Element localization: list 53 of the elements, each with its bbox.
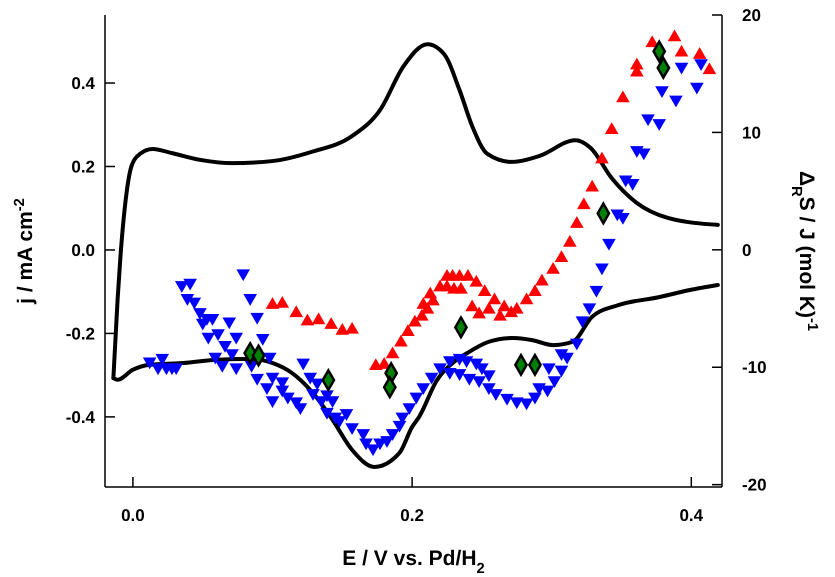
point (423, 286, 438, 298)
point (482, 302, 496, 314)
point (535, 274, 549, 286)
point (616, 90, 630, 102)
point (461, 268, 475, 281)
x-tick-label: 0.0 (121, 506, 145, 525)
y2-tick-label: -20 (742, 476, 767, 495)
point (668, 29, 682, 42)
point (465, 300, 479, 312)
point (692, 47, 706, 59)
point (345, 322, 359, 334)
point (604, 122, 619, 134)
y-tick-label: 0.0 (71, 240, 95, 260)
point (585, 180, 599, 192)
point (520, 292, 534, 304)
point (336, 322, 350, 335)
x-tick-label: 0.2 (400, 506, 424, 525)
point (674, 44, 688, 56)
point (528, 284, 542, 296)
y-tick-label: -0.2 (66, 324, 95, 344)
point (312, 312, 326, 324)
point (472, 306, 486, 318)
point (324, 317, 338, 329)
point (702, 62, 716, 74)
y-tick-label: 0.4 (71, 74, 96, 93)
point (289, 305, 304, 318)
point (478, 284, 492, 296)
point (408, 314, 422, 327)
point (401, 324, 415, 336)
point (454, 282, 468, 294)
point (563, 234, 577, 247)
y2-tick-label: 10 (742, 123, 761, 142)
x-tick-label: 0.4 (679, 506, 704, 525)
point (394, 334, 408, 347)
point (570, 216, 584, 228)
point (546, 262, 560, 274)
point (630, 58, 644, 70)
y2-tick-label: 20 (742, 6, 761, 25)
point (554, 250, 568, 262)
point (595, 152, 609, 164)
point (386, 346, 400, 358)
y2-tick-label: -10 (742, 358, 767, 378)
point (300, 314, 314, 326)
x-axis-title: E / V vs. Pd/H$_{2}$ (342, 547, 485, 577)
point (488, 292, 502, 304)
point (266, 297, 280, 309)
point (577, 197, 591, 210)
point (497, 300, 512, 312)
point (470, 274, 484, 287)
y-tick-label: -0.4 (66, 408, 96, 427)
y-tick-label: 0.2 (71, 157, 95, 176)
y2-tick-label: 0 (742, 240, 752, 260)
point (275, 296, 290, 308)
